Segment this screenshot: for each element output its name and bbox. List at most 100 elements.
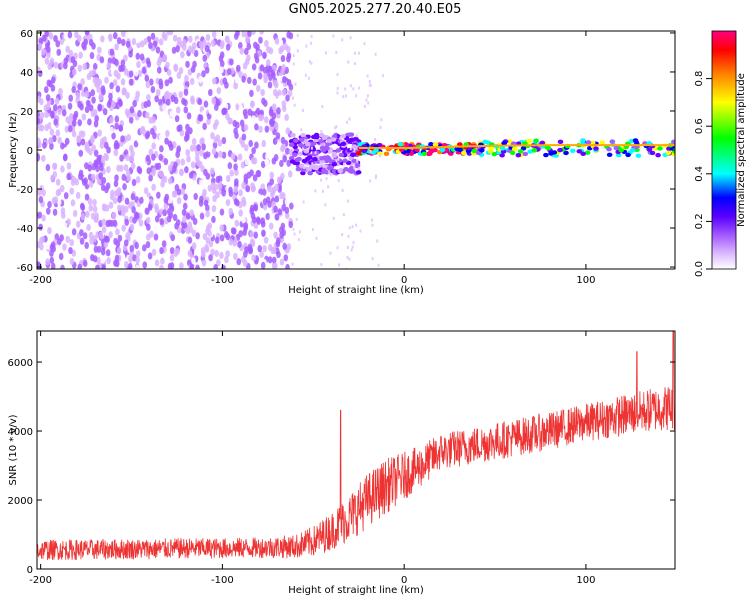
colorbar-tick-label: 0.4: [694, 166, 705, 182]
spectrogram-cell: [298, 230, 301, 234]
spectrogram-cell: [216, 99, 221, 107]
spectrogram-cell: [221, 136, 227, 145]
spectrogram-cell: [305, 44, 308, 48]
spectrogram-cell: [37, 211, 43, 219]
spectrogram-cell: [145, 216, 151, 224]
spectrogram-cell: [201, 70, 206, 78]
spectrogram-cell: [379, 154, 382, 158]
spectrogram-cell: [151, 248, 157, 256]
spectrogram-cell: [64, 208, 70, 216]
spectrogram-cell: [275, 240, 281, 248]
spectrogram-cell: [147, 203, 153, 211]
spectrogram-cell: [125, 153, 130, 162]
spectrogram-cell: [233, 163, 238, 171]
spectrogram-cell: [169, 247, 175, 255]
spectrogram-cell: [115, 228, 120, 236]
spectrogram-cell: [219, 251, 224, 259]
spectrogram-cell: [78, 130, 84, 138]
spectrogram-cell: [331, 151, 338, 156]
snr-ytick-label: 2000: [8, 496, 33, 507]
spectrogram-cell: [256, 170, 262, 178]
spectrogram-cell: [121, 87, 127, 95]
spectrogram-cell: [45, 242, 51, 250]
spectrogram-cell: [111, 132, 116, 140]
spectrogram-cell: [335, 125, 338, 129]
spectrogram-cell: [93, 159, 99, 167]
snr-frame: [36, 330, 676, 570]
snr-ylabel: SNR (10 * v/v): [8, 414, 19, 485]
spectrogram-cell: [522, 151, 529, 157]
spectrogram-cell: [160, 257, 165, 265]
spectrogram-cell: [77, 263, 83, 269]
spectrogram-cell: [128, 70, 134, 78]
spectrogram-cell: [76, 135, 81, 143]
spectrogram-cell: [258, 114, 263, 122]
spectrogram-cell: [187, 35, 193, 43]
spectrogram-cell: [174, 222, 179, 230]
spectrogram-cell: [88, 38, 94, 47]
spectrogram-cell: [300, 132, 306, 138]
spectrogram-cell: [101, 218, 107, 226]
spectrogram-cell: [235, 31, 240, 37]
spectrogram-cell: [158, 133, 164, 142]
spectrogram-cell: [288, 155, 295, 161]
spectrogram-cell: [45, 258, 50, 266]
spectrogram-cell: [297, 151, 304, 156]
spectrogram-cell: [355, 94, 358, 98]
spectrogram-cell: [332, 216, 335, 220]
spectrogram-cell: [182, 221, 188, 229]
spectrogram-cell: [649, 150, 656, 156]
spectrogram-cell: [123, 164, 129, 172]
spectrogram-cell: [253, 41, 258, 49]
spectrogram-cell: [178, 91, 183, 99]
spectrogram-cell: [133, 140, 139, 148]
spectrogram-xtick-label: -200: [29, 275, 52, 286]
spectrogram-cell: [47, 227, 52, 235]
snr-series-line: [37, 331, 675, 561]
spectrogram-cell: [181, 97, 186, 105]
spectrogram-cell: [208, 107, 214, 115]
spectrogram-cell: [92, 198, 97, 207]
spectrogram-cell: [606, 146, 612, 152]
spectrogram-cell: [292, 152, 298, 157]
spectrogram-cell: [211, 82, 217, 90]
spectrogram-cell: [260, 220, 266, 228]
spectrogram-cell: [115, 85, 121, 93]
spectrogram-cell: [271, 256, 277, 264]
spectrogram-cell: [237, 99, 243, 107]
spectrogram-cell: [292, 62, 295, 66]
spectrogram-cell: [203, 168, 208, 176]
spectrogram-cell: [143, 100, 149, 109]
spectrogram-cell: [235, 199, 240, 207]
spectrogram-cell: [46, 45, 51, 54]
spectrogram-cell: [342, 213, 345, 217]
spectrogram-cell: [241, 133, 247, 141]
spectrogram-cell: [188, 127, 193, 135]
spectrogram-cell: [50, 174, 55, 182]
spectrogram-cell: [68, 246, 73, 255]
spectrogram-cell: [155, 89, 161, 97]
spectrogram-cell: [465, 149, 472, 154]
spectrogram-cell: [227, 117, 233, 125]
spectrogram-band: [358, 144, 675, 150]
spectrogram-cell: [262, 245, 267, 253]
spectrogram-cell: [50, 76, 56, 84]
spectrogram-cell: [421, 151, 428, 157]
spectrogram-cell: [557, 147, 563, 153]
spectrogram-cell: [103, 141, 109, 149]
spectrogram-cell: [283, 254, 289, 262]
spectrogram-cell: [228, 238, 234, 246]
spectrogram-cell: [45, 164, 51, 172]
spectrogram-cell: [182, 202, 188, 210]
spectrogram-cell: [219, 208, 225, 216]
spectrogram-cell: [281, 100, 287, 108]
spectrogram-cell: [67, 31, 73, 39]
spectrogram-cell: [130, 162, 136, 170]
spectrogram-cell: [82, 63, 87, 71]
spectrogram-cell: [240, 140, 246, 148]
spectrogram-cell: [209, 167, 215, 175]
spectrogram-cell: [203, 152, 208, 160]
spectrogram-cell: [144, 207, 150, 215]
spectrogram-cell: [297, 238, 300, 242]
